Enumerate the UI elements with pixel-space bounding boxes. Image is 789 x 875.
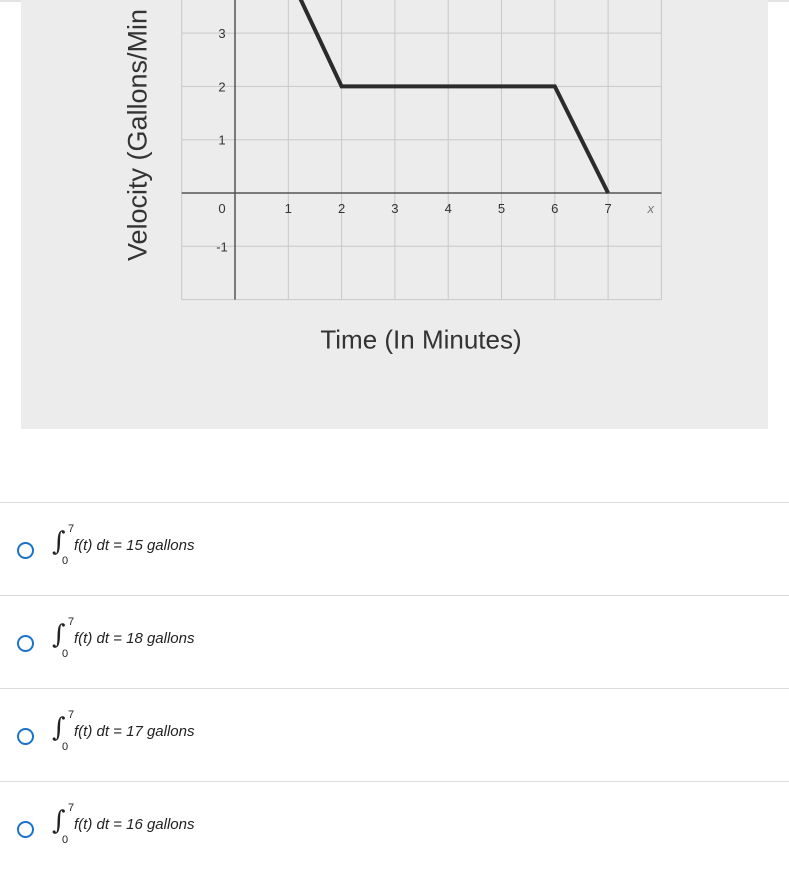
lower-limit: 0 <box>62 741 69 753</box>
radio-button[interactable] <box>17 821 34 838</box>
x-tick-label: 2 <box>338 201 345 216</box>
chart-ticks: 1 2 3 4 5 6 7 x 3 2 1 0 -1 <box>216 26 654 254</box>
y-tick-label: -1 <box>216 239 228 254</box>
choice-text: f(t) dt = 16 gallons <box>74 816 195 833</box>
y-tick-label: 1 <box>218 133 225 148</box>
upper-limit: 7 <box>68 523 75 535</box>
velocity-line <box>298 0 610 194</box>
lower-limit: 0 <box>62 555 69 567</box>
x-axis-label: Time (In Minutes) <box>320 324 522 355</box>
velocity-chart: 1 2 3 4 5 6 7 x 3 2 1 0 -1 <box>181 0 662 301</box>
y-tick-label: 2 <box>218 79 225 94</box>
radio-button[interactable] <box>17 635 34 652</box>
integral-sign-icon: ∫ <box>52 806 66 836</box>
upper-limit: 7 <box>68 709 75 721</box>
y-tick-label: 3 <box>218 26 225 41</box>
x-tick-label: 1 <box>285 201 292 216</box>
x-tick-label: 4 <box>445 201 452 216</box>
y-axis-label: Velocity (Gallons/Min <box>122 8 153 262</box>
y-tick-label: 0 <box>218 201 225 216</box>
integral-sign-icon: ∫ <box>52 713 66 743</box>
choice-text: f(t) dt = 17 gallons <box>74 723 195 740</box>
lower-limit: 0 <box>62 834 69 846</box>
answer-choice-2[interactable]: ∫ 7 0 f(t) dt = 18 gallons <box>0 595 789 689</box>
chart-series <box>298 0 610 194</box>
upper-limit: 7 <box>68 616 75 628</box>
upper-limit: 7 <box>68 802 75 814</box>
answer-choice-4[interactable]: ∫ 7 0 f(t) dt = 16 gallons <box>0 781 789 875</box>
x-tick-label: 7 <box>604 201 611 216</box>
radio-button[interactable] <box>17 728 34 745</box>
integral-sign-icon: ∫ <box>52 620 66 650</box>
x-tick-label: 5 <box>498 201 505 216</box>
x-tick-label: 6 <box>551 201 558 216</box>
x-tick-label: 3 <box>391 201 398 216</box>
radio-button[interactable] <box>17 542 34 559</box>
choice-text: f(t) dt = 18 gallons <box>74 630 195 647</box>
x-axis-symbol: x <box>646 201 654 216</box>
answer-choice-1[interactable]: ∫ 7 0 f(t) dt = 15 gallons <box>0 502 789 596</box>
chart-grid <box>181 0 662 301</box>
chart-axes <box>181 0 662 300</box>
answer-choice-3[interactable]: ∫ 7 0 f(t) dt = 17 gallons <box>0 688 789 782</box>
lower-limit: 0 <box>62 648 69 660</box>
choice-text: f(t) dt = 15 gallons <box>74 537 195 554</box>
integral-sign-icon: ∫ <box>52 527 66 557</box>
